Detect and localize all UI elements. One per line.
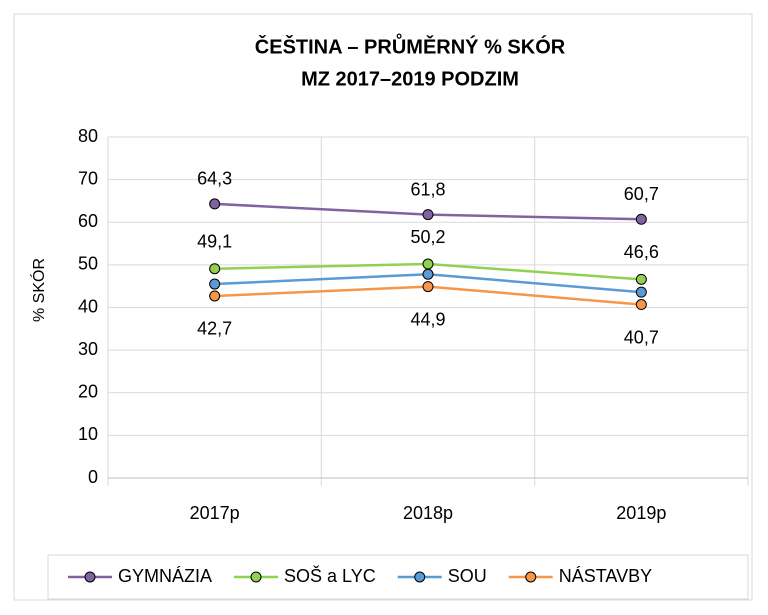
data-point: [209, 198, 221, 210]
legend-marker: [84, 571, 96, 583]
data-point: [422, 268, 434, 280]
y-tick-label: 40: [78, 296, 98, 316]
data-point: [209, 263, 221, 275]
legend-label: NÁSTAVBY: [559, 566, 652, 586]
data-label: 40,7: [624, 327, 659, 347]
legend-marker: [414, 571, 426, 583]
y-axis-title: % SKÓR: [29, 258, 48, 322]
chart-subtitle: MZ 2017–2019 PODZIM: [301, 68, 519, 90]
y-tick-label: 10: [78, 424, 98, 444]
y-tick-label: 60: [78, 211, 98, 231]
data-label: 64,3: [197, 169, 232, 189]
y-tick-label: 70: [78, 168, 98, 188]
legend-label: GYMNÁZIA: [118, 566, 212, 586]
legend-label: SOŠ a LYC: [284, 565, 376, 586]
data-point: [422, 258, 434, 270]
data-point: [635, 286, 647, 298]
data-point: [209, 278, 221, 290]
y-tick-label: 20: [78, 382, 98, 402]
data-point: [635, 213, 647, 225]
y-tick-label: 0: [88, 467, 98, 487]
data-label: 60,7: [624, 184, 659, 204]
data-label: 44,9: [410, 309, 445, 329]
data-label: 49,1: [197, 231, 232, 251]
legend-label: SOU: [448, 566, 487, 586]
x-tick-label: 2017p: [190, 503, 240, 523]
data-label: 46,6: [624, 242, 659, 262]
y-tick-label: 50: [78, 254, 98, 274]
y-tick-label: 30: [78, 339, 98, 359]
data-label: 42,7: [197, 319, 232, 339]
chart-title: ČEŠTINA – PRŮMĚRNÝ % SKÓR: [255, 32, 566, 58]
data-point: [635, 299, 647, 311]
legend-marker: [250, 571, 262, 583]
data-point: [422, 281, 434, 293]
x-tick-label: 2018p: [403, 503, 453, 523]
data-label: 50,2: [410, 227, 445, 247]
data-point: [635, 273, 647, 285]
y-tick-label: 80: [78, 126, 98, 146]
data-point: [209, 290, 221, 302]
data-label: 61,8: [410, 179, 445, 199]
legend-box: [47, 554, 749, 600]
x-tick-label: 2019p: [616, 503, 666, 523]
data-point: [422, 209, 434, 221]
legend-marker: [525, 571, 537, 583]
